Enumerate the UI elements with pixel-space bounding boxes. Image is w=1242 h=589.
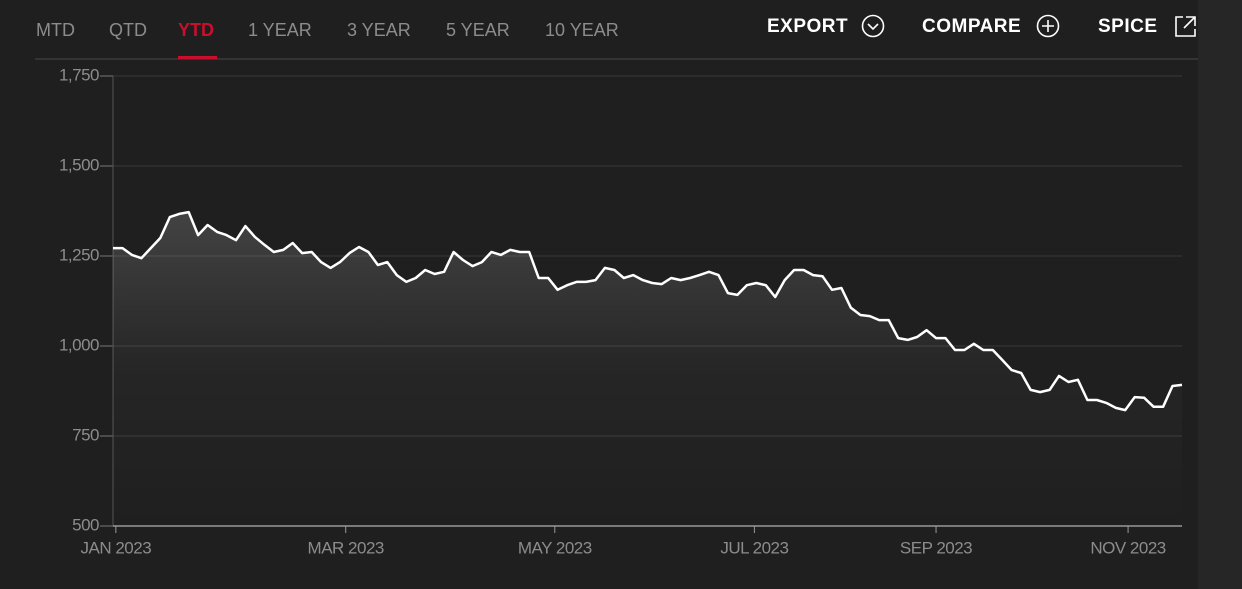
side-strip bbox=[1198, 0, 1242, 589]
spice-button[interactable]: SPICE bbox=[1098, 16, 1158, 37]
y-tick-label: 1,000 bbox=[59, 335, 99, 354]
area bbox=[113, 212, 1182, 526]
export-button[interactable]: EXPORT bbox=[767, 16, 848, 37]
export-icon-chevron bbox=[867, 23, 879, 31]
y-tick-label: 1,500 bbox=[59, 155, 99, 174]
line bbox=[113, 210, 1183, 412]
chart: 500 750 1,000 1,250 1,500 1,750 JAN 2023 MAR 20… bbox=[59, 65, 1183, 557]
compare-icon[interactable] bbox=[1036, 14, 1060, 38]
y-tick-label: 1,250 bbox=[59, 245, 99, 264]
active-tab-underline bbox=[178, 56, 217, 59]
tab[interactable]: QTD bbox=[109, 20, 147, 40]
x-tick-label: JUL 2023 bbox=[720, 538, 788, 557]
spice-icon[interactable] bbox=[1175, 16, 1196, 37]
x-tick-label: JAN 2023 bbox=[81, 538, 152, 557]
x-tick-label: SEP 2023 bbox=[900, 538, 972, 557]
tab[interactable]: MTD bbox=[36, 20, 75, 40]
x-tick-label: MAY 2023 bbox=[518, 538, 592, 557]
x-tick-label: NOV 2023 bbox=[1090, 538, 1165, 557]
x-tick-label: MAR 2023 bbox=[308, 538, 384, 557]
tab-bar: MTD QTD YTD 1 YEAR 3 YEAR 5 YEAR 10 YEAR bbox=[36, 20, 619, 40]
y-tick-label: 1,750 bbox=[59, 65, 99, 84]
tab[interactable]: YTD bbox=[178, 20, 214, 40]
compare-button[interactable]: COMPARE bbox=[922, 16, 1021, 37]
tab[interactable]: 10 YEAR bbox=[545, 20, 619, 40]
tab[interactable]: 5 YEAR bbox=[446, 20, 510, 40]
y-tick-label: 750 bbox=[72, 425, 99, 444]
export-icon[interactable] bbox=[861, 14, 885, 38]
tab[interactable]: 3 YEAR bbox=[347, 20, 411, 40]
compare-icon-plus bbox=[1042, 20, 1054, 32]
y-tick-label: 500 bbox=[72, 515, 99, 534]
tab[interactable]: 1 YEAR bbox=[248, 20, 312, 40]
